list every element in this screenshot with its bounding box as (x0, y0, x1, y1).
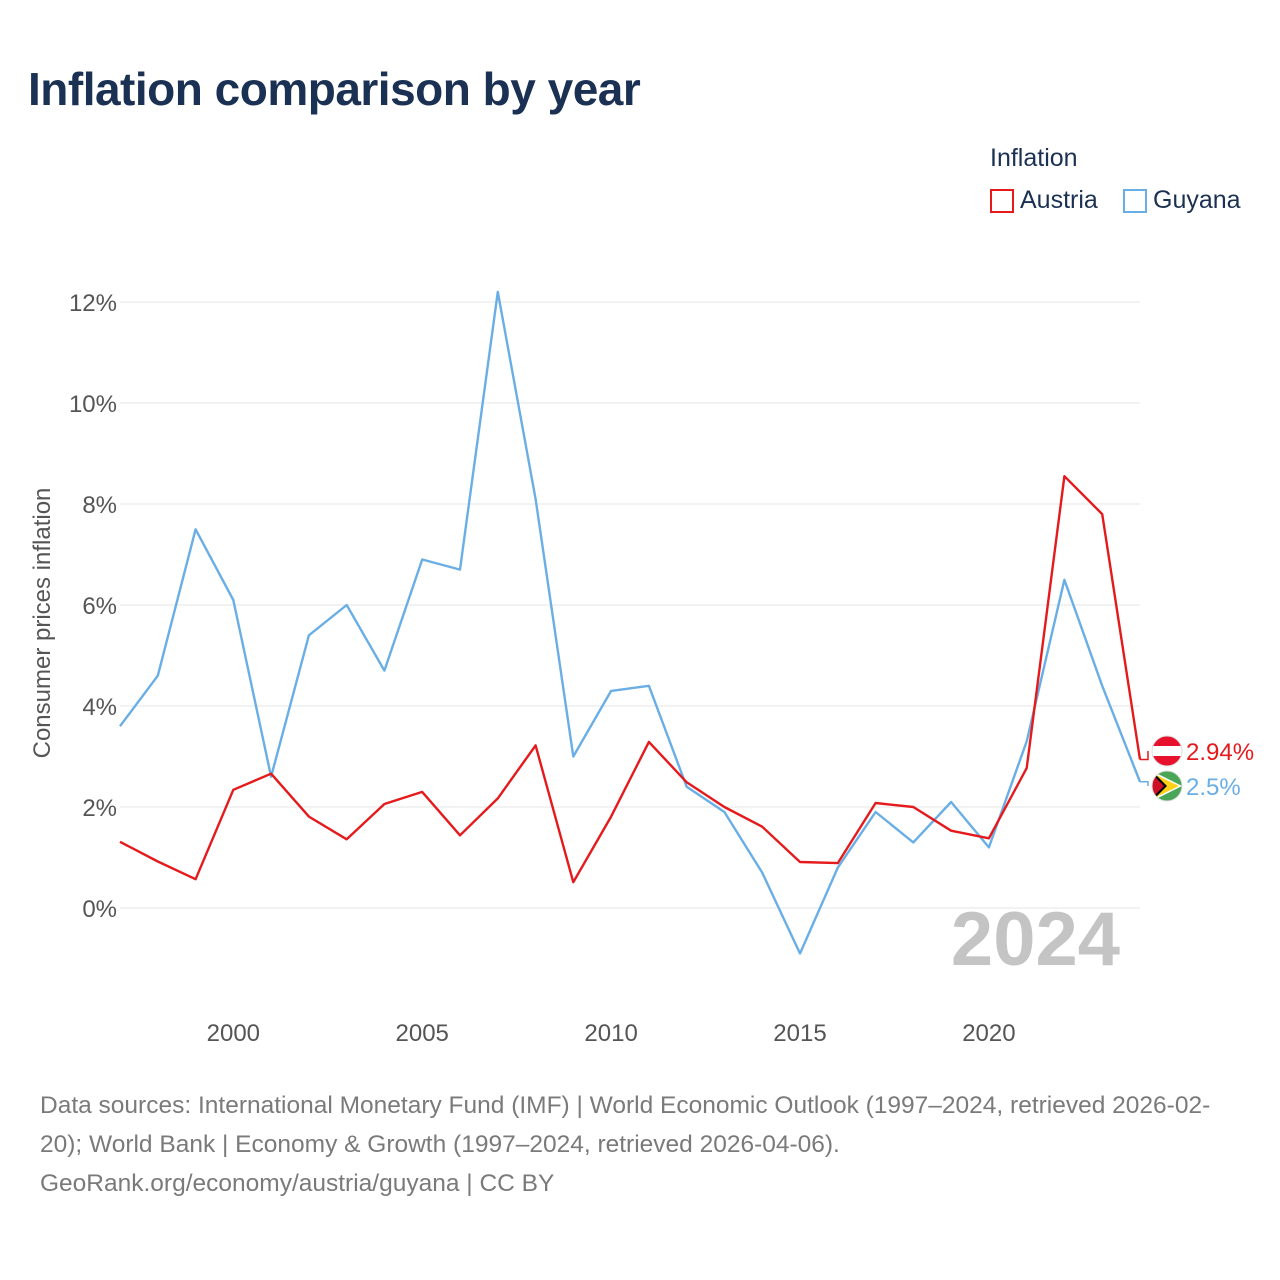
y-tick-label: 2% (82, 795, 117, 822)
legend-item-austria[interactable]: Austria (990, 186, 1098, 215)
line-chart: 0% 2% 4% 6% 8% 10% 12% 2000 2005 2010 2015 2020 Co… (29, 290, 1254, 1047)
legend-label-guyana: Guyana (1153, 186, 1241, 214)
x-tick-label: 2000 (207, 1020, 260, 1047)
y-tick-label: 10% (69, 391, 117, 418)
x-tick-label: 2020 (962, 1020, 1015, 1047)
y-tick-labels: 0% 2% 4% 6% 8% 10% 12% (69, 290, 117, 923)
flag-guyana-icon (1151, 770, 1183, 802)
legend-label-austria: Austria (1020, 186, 1098, 214)
y-tick-label: 0% (82, 896, 117, 923)
x-tick-label: 2010 (584, 1020, 637, 1047)
flag-austria-icon (1151, 735, 1183, 767)
end-label-austria: 2.94% (1186, 739, 1254, 766)
y-tick-label: 12% (69, 290, 117, 317)
source-link[interactable]: GeoRank.org/economy/austria/guyana | CC … (40, 1170, 555, 1197)
series-lines (119, 290, 1142, 955)
year-watermark: 2024 (951, 897, 1120, 982)
legend-swatch-austria (990, 188, 1014, 213)
end-label-guyana: 2.5% (1186, 774, 1241, 801)
legend-item-guyana[interactable]: Guyana (1123, 186, 1241, 215)
series-line-guyana[interactable] (119, 290, 1142, 955)
gridlines (120, 301, 1140, 909)
x-tick-labels: 2000 2005 2010 2015 2020 (207, 1020, 1016, 1047)
end-connector-austria (1140, 751, 1149, 761)
y-tick-label: 8% (82, 492, 117, 519)
y-tick-label: 6% (82, 593, 117, 620)
end-labels: 2.94% 2.5% (1140, 735, 1254, 802)
series-line-austria[interactable] (119, 475, 1142, 884)
x-tick-label: 2005 (396, 1020, 449, 1047)
legend-swatch-guyana (1123, 188, 1147, 213)
chart-title: Inflation comparison by year (28, 63, 641, 115)
y-tick-label: 4% (82, 694, 117, 721)
source-note: Data sources: International Monetary Fun… (40, 1086, 1250, 1203)
x-tick-label: 2015 (773, 1020, 826, 1047)
end-connector-guyana (1140, 781, 1149, 786)
source-text: Data sources: International Monetary Fun… (40, 1092, 1211, 1158)
y-axis-label: Consumer prices inflation (29, 488, 56, 759)
legend-title: Inflation (990, 144, 1078, 172)
